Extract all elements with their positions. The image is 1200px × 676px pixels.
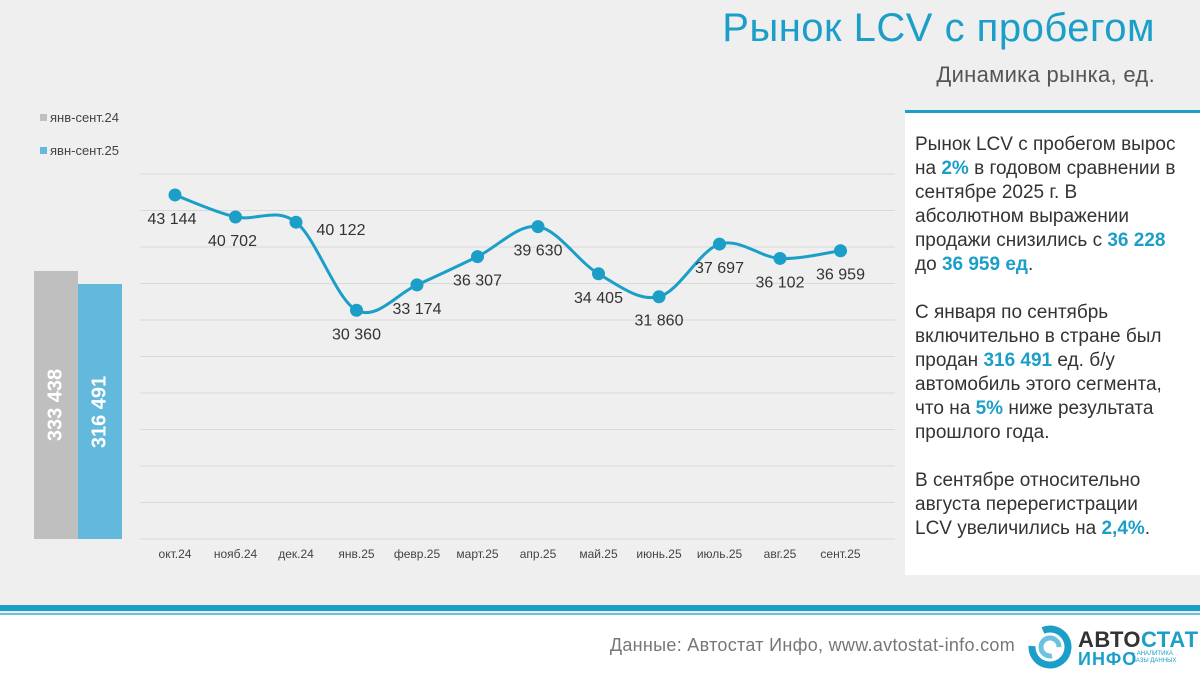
logo-swirl-icon bbox=[1028, 625, 1072, 669]
data-label: 34 405 bbox=[574, 290, 623, 307]
data-point bbox=[531, 220, 545, 234]
logo-subword: ИНФО bbox=[1078, 649, 1138, 669]
data-point bbox=[773, 251, 787, 265]
footer-divider bbox=[0, 605, 1200, 611]
data-point bbox=[410, 278, 424, 292]
data-label: 37 697 bbox=[695, 260, 744, 277]
logo-tagline: ▸ Аналитика базы данных bbox=[1132, 651, 1177, 664]
data-label: 40 122 bbox=[317, 222, 366, 239]
page-title: Рынок LCV с пробегом bbox=[722, 6, 1155, 50]
source-credit: Данные: Автостат Инфо, www.avtostat-info… bbox=[609, 635, 1015, 655]
data-point bbox=[350, 303, 363, 317]
data-label: 33 174 bbox=[393, 301, 442, 318]
legend-item-2024: янв-сент.24 bbox=[40, 110, 119, 125]
footer-divider-thin bbox=[0, 613, 1200, 615]
ytd-bar-2024: 333 438 bbox=[34, 270, 78, 539]
info-text-segment: С января по сентябрь включительно в стра… bbox=[915, 302, 1162, 371]
logo-tagline-2: базы данных bbox=[1132, 658, 1177, 664]
info-paragraph-ytd: С января по сентябрь включительно в стра… bbox=[915, 301, 1180, 445]
data-label: 40 702 bbox=[208, 233, 257, 250]
page-subtitle: Динамика рынка, ед. bbox=[936, 62, 1155, 87]
x-tick-label: янв.25 bbox=[338, 547, 375, 561]
info-text-segment: . bbox=[1027, 254, 1034, 275]
highlight-decline-percent: 5% bbox=[975, 398, 1004, 419]
data-label: 36 102 bbox=[756, 274, 805, 291]
data-point bbox=[713, 237, 726, 251]
avtostat-logo: АВТОСТАТ ИНФО ▸ Аналитика базы данных bbox=[1028, 623, 1198, 671]
legend-swatch-2025 bbox=[40, 147, 47, 154]
highlight-previous-volume: 36 228 bbox=[1107, 230, 1166, 251]
logo-wordmark: АВТОСТАТ bbox=[1078, 627, 1199, 653]
ytd-bar-2025: 316 491 bbox=[78, 284, 122, 539]
series-line bbox=[174, 193, 841, 314]
x-tick-label: май.25 bbox=[579, 547, 618, 561]
logo-tagline-1: Аналитика bbox=[1136, 651, 1173, 657]
data-label: 31 860 bbox=[635, 313, 684, 330]
legend-item-2025: явн-сент.25 bbox=[40, 143, 119, 158]
info-panel: Рынок LCV с пробегом вырос на 2% в годов… bbox=[905, 110, 1200, 575]
highlight-growth-percent: 2% bbox=[941, 158, 969, 179]
logo-wordmark-part2: СТАТ bbox=[1140, 627, 1199, 652]
highlight-ytd-volume: 316 491 bbox=[983, 350, 1053, 371]
x-tick-label: июль.25 bbox=[697, 547, 743, 561]
x-tick-label: авг.25 bbox=[764, 547, 797, 561]
x-tick-label: март.25 bbox=[456, 547, 499, 561]
x-tick-label: окт.24 bbox=[159, 547, 192, 561]
legend-swatch-2024 bbox=[40, 114, 47, 121]
data-point bbox=[652, 290, 666, 304]
info-text-segment: ед. б/у автомобиль этого сегмента, что н… bbox=[915, 350, 1162, 419]
legend-label-2025: явн-сент.25 bbox=[50, 143, 119, 158]
data-label: 36 959 bbox=[816, 267, 865, 284]
x-tick-label: нояб.24 bbox=[214, 547, 258, 561]
info-text-segment: ниже результата прошлого года. bbox=[915, 398, 1154, 443]
data-label: 43 144 bbox=[148, 211, 197, 228]
data-label: 36 307 bbox=[453, 273, 502, 290]
x-tick-label: февр.25 bbox=[394, 547, 441, 561]
data-point bbox=[168, 188, 182, 202]
data-point bbox=[592, 267, 605, 281]
highlight-current-volume: 36 959 ед bbox=[941, 254, 1028, 275]
data-label: 30 360 bbox=[332, 326, 381, 343]
data-point bbox=[471, 250, 484, 264]
ytd-bar-2024-label: 333 438 bbox=[44, 368, 67, 441]
footer: Данные: Автостат Инфо, www.avtostat-info… bbox=[0, 615, 1200, 676]
logo-wordmark-part1: АВТО bbox=[1078, 627, 1141, 652]
info-text-segment: В сентябре относительно августа перереги… bbox=[915, 470, 1141, 539]
info-paragraph-growth: Рынок LCV с пробегом вырос на 2% в годов… bbox=[915, 133, 1180, 277]
data-point bbox=[834, 244, 847, 258]
info-paragraph-mom: В сентябре относительно августа перереги… bbox=[915, 469, 1180, 541]
highlight-mom-percent: 2,4% bbox=[1101, 518, 1145, 539]
data-label: 39 630 bbox=[514, 243, 563, 260]
info-text-segment: . bbox=[1144, 518, 1151, 539]
ytd-bar-2025-label: 316 491 bbox=[88, 375, 111, 448]
data-point bbox=[289, 215, 303, 229]
line-chart: 43 144 40 702 40 122 30 360 33 174 36 307 39 6… bbox=[140, 173, 895, 561]
info-text: Рынок LCV с пробегом вырос на 2% в годов… bbox=[915, 133, 1180, 565]
x-tick-label: июнь.25 bbox=[636, 547, 682, 561]
info-text-segment: Рынок LCV с пробегом вырос на bbox=[915, 134, 1176, 179]
x-tick-label: апр.25 bbox=[520, 547, 557, 561]
x-tick-label: дек.24 bbox=[278, 547, 314, 561]
info-text-segment: до bbox=[915, 254, 942, 275]
x-tick-label: сент.25 bbox=[820, 547, 860, 561]
legend-label-2024: янв-сент.24 bbox=[50, 110, 119, 125]
info-text-segment: в годовом сравнении в сентябре 2025 г. В… bbox=[915, 158, 1176, 251]
data-point bbox=[229, 210, 242, 224]
